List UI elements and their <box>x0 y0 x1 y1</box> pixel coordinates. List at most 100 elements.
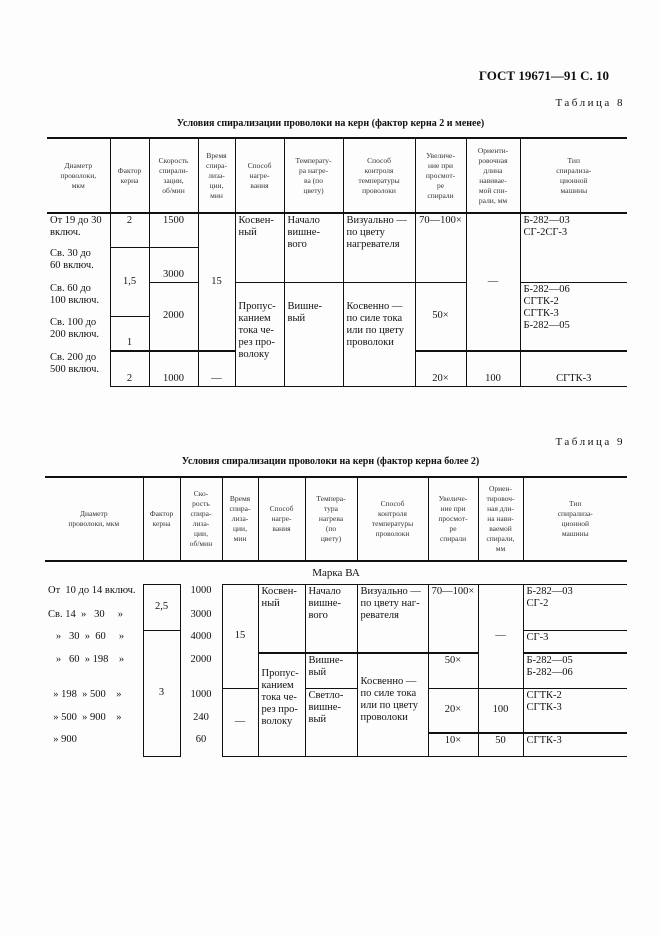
cell: Начало вишне- вого <box>283 212 344 283</box>
table-row: От 10 до 14 включ. 2,5 1000 15 Косвен- н… <box>45 583 627 689</box>
cell: Б-282—03 СГ-2СГ-3 <box>519 212 627 283</box>
header-cell: Фактор керна <box>109 137 150 214</box>
cell: Косвенно — по силе тока или по цвету про… <box>356 652 429 757</box>
table-row: » 30 » 60 » 3 4000 СГ-3 <box>45 629 627 757</box>
cell: — <box>477 583 524 689</box>
cell: 2,5 <box>142 583 181 631</box>
table-row: Св. 14 » 30 » 3000 <box>45 608 627 630</box>
cell: 15 <box>221 583 259 689</box>
cell: СГТК-3 <box>522 732 627 757</box>
cell: Св. 14 » 30 » <box>45 608 144 630</box>
cell: » 198 » 500 » <box>45 688 144 711</box>
header-cell: Способ контроля температуры проволоки <box>342 137 416 214</box>
grade-label: Марка ВА <box>312 566 360 579</box>
cell: От 19 до 30 включ. <box>47 213 111 247</box>
cell: Б-282—03 СГ-2 <box>522 583 627 631</box>
cell: Пропус- канием тока че- рез про- волоку <box>257 652 306 757</box>
cell: Косвен- ный <box>234 212 285 283</box>
header-cell: Увеличе- ние при просмот- ре спирали <box>414 137 467 214</box>
cell: 2 <box>109 212 150 248</box>
cell: 1 <box>109 315 150 352</box>
cell: » 500 » 900 » <box>45 711 144 733</box>
cell: — <box>221 687 259 757</box>
cell: Начало вишне- вого <box>304 583 358 654</box>
cell: 50× <box>414 281 467 352</box>
cell: 10× <box>427 732 479 757</box>
table-row: Св. 60 до 100 включ. 2000 Пропус- канием… <box>47 281 627 387</box>
cell: 70—100× <box>414 212 467 283</box>
cell: 3000 <box>179 608 223 630</box>
table-header-row: Диаметр проволоки, мкм Фактор керна Скор… <box>47 137 627 214</box>
cell: 100 <box>465 350 521 387</box>
header-cell: Способ контроля температуры проволоки <box>356 476 429 562</box>
table-row: Св. 30 до 60 включ. 1,5 3000 <box>47 246 627 317</box>
table-9-caption: Условия спирализации проволоки на керн (… <box>181 456 480 467</box>
table-row: » 900 60 10× 50 СГТК-3 <box>45 732 627 757</box>
cell: 15 <box>197 212 236 352</box>
table-8-label: Таблица 8 <box>555 97 625 109</box>
cell: Вишне- вый <box>283 281 344 387</box>
cell: Визуально — по цвету нагревателя <box>342 212 416 283</box>
cell: — <box>465 212 521 352</box>
cell: Косвен- ный <box>257 583 306 654</box>
cell: » 900 <box>45 733 144 756</box>
header-cell: Способ нагре- вания <box>234 137 285 214</box>
table-8: Диаметр проволоки, мкм Фактор керна Скор… <box>47 137 627 387</box>
cell: 70—100× <box>427 583 479 654</box>
table-8-caption: Условия спирализации проволоки на керн (… <box>176 118 485 129</box>
cell: 1000 <box>179 688 223 711</box>
header-cell: Темпера- тура нагрева (по цвету) <box>304 476 358 562</box>
cell: Св. 30 до 60 включ. <box>47 247 111 282</box>
cell: Вишне- вый <box>304 652 358 689</box>
header-cell: Время спира- лиза- ции, мин <box>197 137 236 214</box>
header-cell: Диаметр проволоки, мкм <box>47 137 111 214</box>
header-cell: Ориенти- ровочная длина навивае- мой спи… <box>465 137 521 214</box>
cell: От 10 до 14 включ. <box>45 584 144 608</box>
cell: 1000 <box>148 350 199 387</box>
cell: » 60 » 198 » <box>45 653 144 688</box>
cell: 3 <box>142 629 181 757</box>
cell: Св. 100 до 200 включ. <box>47 316 111 351</box>
cell: 60 <box>179 733 223 756</box>
header-cell: Диаметр проволоки, мкм <box>45 476 144 562</box>
cell: 1500 <box>148 212 199 248</box>
cell: Б-282—05 Б-282—06 <box>522 652 627 689</box>
table-row: Св. 100 до 200 включ. 1 <box>47 315 627 352</box>
table-row: » 60 » 198 » 2000 Пропус- канием тока че… <box>45 652 627 757</box>
cell: 100 <box>477 687 524 734</box>
cell: 1,5 <box>109 246 150 317</box>
header-cell: Скорость спирали- зации, об/мин <box>148 137 199 214</box>
table-row: » 198 » 500 » 1000 — Светло- вишне- вый … <box>45 687 627 757</box>
cell: 20× <box>414 350 467 387</box>
cell: Св. 200 до 500 включ. <box>47 351 111 386</box>
header-cell: Тип спирализа- ционной машины <box>522 476 627 562</box>
header-cell: Увеличе- ние при просмот- ре спирали <box>427 476 479 562</box>
cell: 50× <box>427 652 479 689</box>
table-9: Диаметр проволоки, мкм Фактор керна Ско-… <box>45 476 627 757</box>
header-cell: Способ нагре- вания <box>257 476 306 562</box>
table-header-row: Диаметр проволоки, мкм Фактор керна Ско-… <box>45 476 627 562</box>
table-row: » 500 » 900 » 240 <box>45 711 627 733</box>
cell: СГ-3 <box>522 629 627 654</box>
header-cell: Ско- рость спира- лиза- ции, об/мин <box>179 476 223 562</box>
cell: 2000 <box>179 653 223 688</box>
table-row: Св. 200 до 500 включ. 2 1000 — 20× 100 С… <box>47 350 627 387</box>
page-header: ГОСТ 19671—91 С. 10 <box>478 68 609 83</box>
cell: Св. 60 до 100 включ. <box>47 282 111 316</box>
header-cell: Время спира- лиза- ции, мин <box>221 476 259 562</box>
cell: Пропус- канием тока че- рез про- волоку <box>234 281 285 387</box>
cell: СГТК-3 <box>519 350 627 387</box>
header-cell: Фактор керна <box>142 476 181 562</box>
cell: Б-282—06 СГТК-2 СГТК-3 Б-282—05 <box>519 281 627 352</box>
cell: 3000 <box>148 246 199 283</box>
cell: Визуально — по цвету наг- ревателя <box>356 583 429 654</box>
cell: 20× <box>427 687 479 734</box>
cell: 1000 <box>179 584 223 608</box>
cell: Косвенно — по силе тока или по цвету про… <box>342 281 416 387</box>
table-row: От 19 до 30 включ. 2 1500 15 Косвен- ный… <box>47 212 627 352</box>
cell: Светло- вишне- вый <box>304 687 358 757</box>
header-cell: Температу- ра нагре- ва (по цвету) <box>283 137 344 214</box>
header-cell: Ориен- тировоч- ная дли- на нави- ваемой… <box>477 476 524 562</box>
cell: СГТК-2 СГТК-3 <box>522 687 627 734</box>
